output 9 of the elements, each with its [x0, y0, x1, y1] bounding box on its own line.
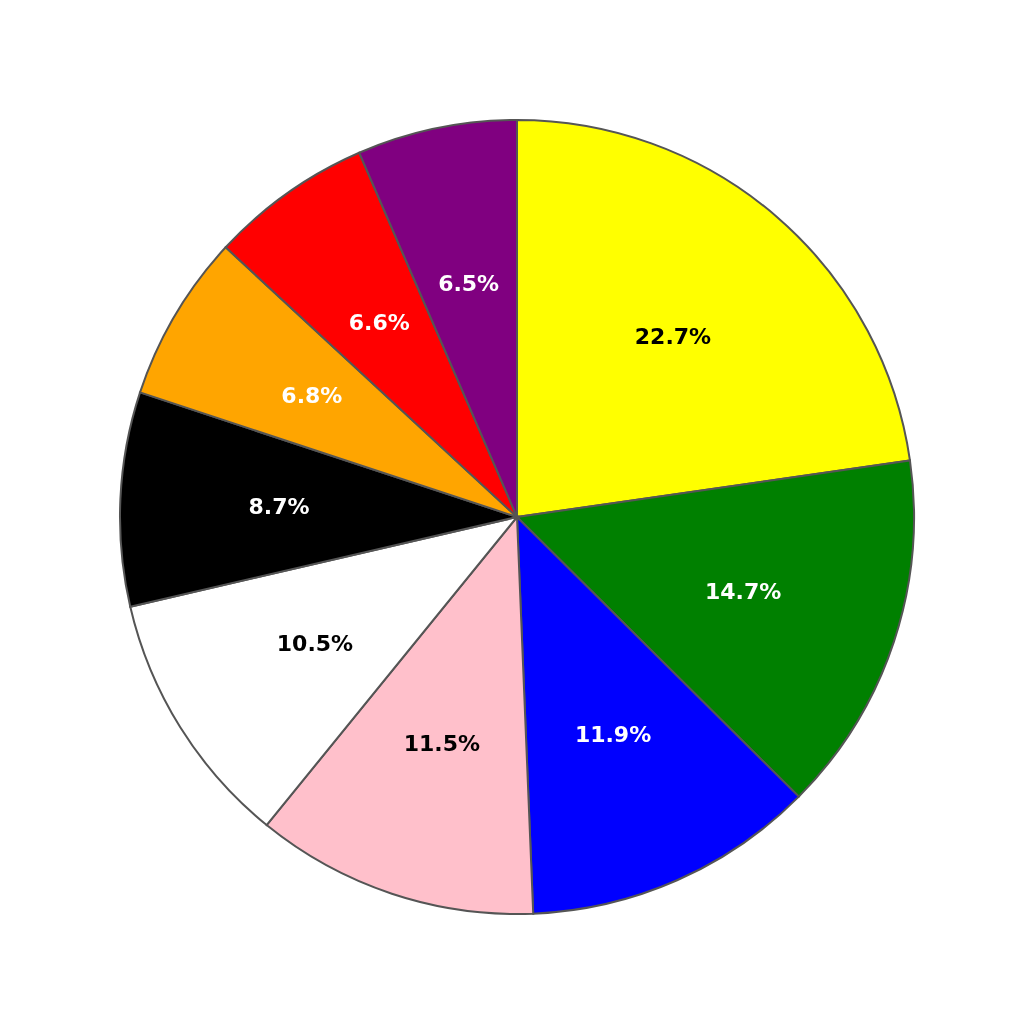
data-label: 6.5% [438, 271, 500, 297]
data-label: 6.6% [348, 310, 410, 336]
data-label: 8.7% [248, 493, 310, 519]
data-label: 10.5% [276, 630, 354, 656]
data-label: 11.9% [574, 722, 652, 748]
data-label: 6.8% [281, 383, 343, 409]
data-label: 11.5% [403, 730, 481, 756]
data-label: 14.7% [705, 579, 782, 605]
data-label: 22.7% [634, 324, 712, 350]
